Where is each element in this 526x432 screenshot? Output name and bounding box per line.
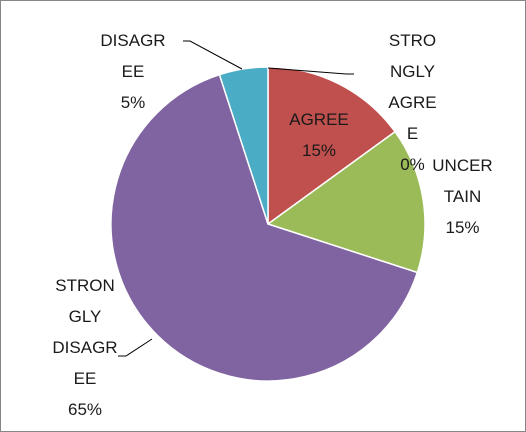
data-label: DISAGREE 5% <box>98 25 168 118</box>
category-label: UNCERTAIN <box>432 156 493 206</box>
value-label: 65% <box>67 400 103 419</box>
pie-slice <box>266 130 426 274</box>
pie-slice <box>110 73 419 382</box>
data-label: STRONGLY AGREE 0% <box>386 25 439 180</box>
leader-line <box>183 40 243 70</box>
category-label: STRONGLY AGREE <box>388 31 437 143</box>
value-label: 5% <box>120 93 146 112</box>
pie <box>110 66 426 382</box>
leader-line <box>267 67 354 75</box>
value-label: 15% <box>445 218 480 237</box>
category-label: AGREE <box>289 110 349 129</box>
leader-line <box>118 338 153 357</box>
pie-slice <box>218 66 269 225</box>
pie-slice <box>267 66 397 226</box>
data-label: AGREE 15% <box>264 104 374 166</box>
value-label: 15% <box>301 141 337 160</box>
data-label: UNCERTAIN 15% <box>430 150 495 243</box>
value-label: 0% <box>400 155 425 174</box>
category-label: DISAGREE <box>100 31 166 81</box>
category-label: STRONGLY DISAGREE <box>52 276 118 388</box>
data-label: STRONGLY DISAGREE 65% <box>52 270 118 425</box>
